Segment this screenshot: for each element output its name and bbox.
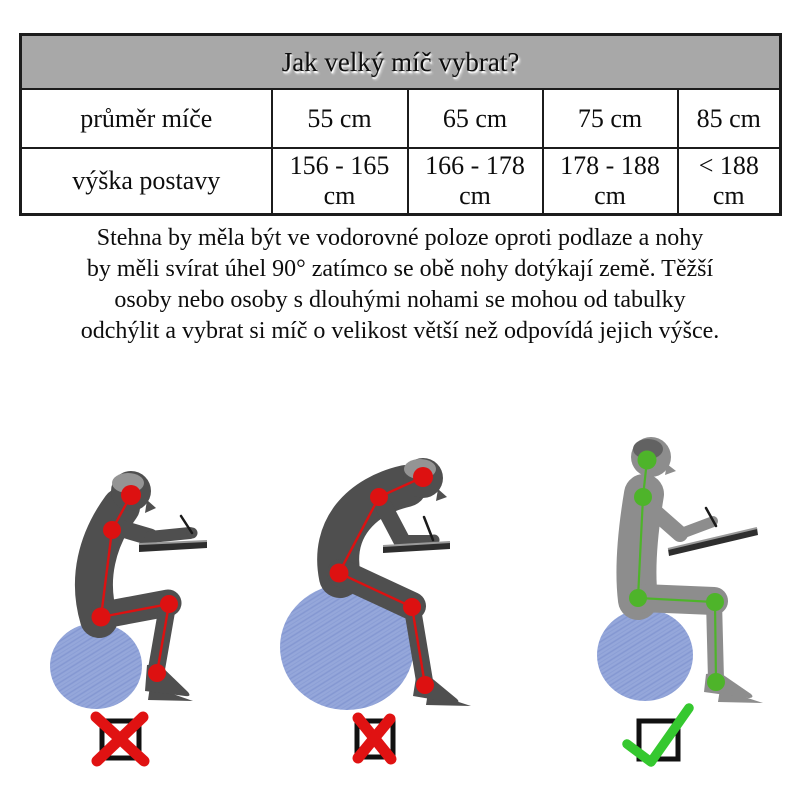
paragraph-line: osoby nebo osoby s dlouhými nohami se mo… [114,287,686,313]
posture-skeleton-bad-2 [329,467,434,694]
table-title-cell: Jak velký míč vybrat? [19,33,782,90]
clipboard-edge [667,527,758,550]
posture-skeleton-bad-1 [91,485,178,682]
clipboard [668,528,758,556]
exercise-ball-small [50,623,142,709]
joint-head [121,485,141,505]
joint-ankle [707,673,725,691]
joint-hip [91,607,111,627]
figure-ball-correct-size [597,437,763,767]
joint-shoulder [634,488,652,506]
desk-edge [138,540,208,545]
thigh [90,589,182,629]
diameter-value: 85 cm [676,88,782,149]
forearm [674,516,718,540]
height-unit: cm [459,181,491,210]
face [436,489,447,501]
forearm [144,527,196,543]
table-title: Jak velký míč vybrat? [281,46,520,77]
height-unit: cm [712,181,745,210]
paragraph-line: odchýlit a vybrat si míč o velikost větš… [80,318,720,344]
joint-knee [706,593,724,611]
check-mark-icon [622,703,694,767]
joint-knee [403,598,421,616]
joint-ankle [148,664,166,682]
exercise-ball-large [280,584,414,710]
pen-icon [179,514,194,535]
figure-ball-too-small [50,471,208,767]
posture-skeleton-good [629,450,725,691]
upper-arm [639,497,688,542]
height-value: 178 - 188 cm [541,147,679,216]
height-range: 178 - 188 [560,151,660,180]
instruction-paragraph: Stehna by měla být ve vodorovné poloze o… [0,223,800,347]
writing-desk [383,542,450,553]
joint-head [413,467,433,487]
x-mark-icon [352,712,397,765]
desk-edge [382,541,451,547]
joint-ankle [416,676,434,694]
face [665,464,676,475]
x-mark-icon [90,711,150,767]
joint-head [637,450,657,470]
paragraph-line: Stehna by měla být ve vodorovné poloze o… [96,225,704,251]
joint-shoulder [103,521,121,539]
height-value: < 188 cm [676,147,782,216]
upper-arm [373,494,411,550]
height-range: 156 - 165 [289,151,390,180]
pen-icon [422,515,435,542]
height-unit: cm [594,181,626,210]
row-label-diameter: průměr míče [19,88,273,149]
row-label-height: výška postavy [19,147,273,216]
ball-size-table: Jak velký míč vybrat? průměr míče 55 cm … [19,33,783,216]
joint-knee [160,595,178,613]
diameter-value: 55 cm [270,88,409,149]
diameter-value: 75 cm [541,88,679,149]
posture-illustrations [50,437,763,767]
table-header-row: Jak velký míč vybrat? [19,33,782,90]
table-row-height: výška postavy 156 - 165 cm 166 - 178 cm … [19,147,782,216]
figure-ball-too-large [280,458,471,765]
height-value: 156 - 165 cm [270,147,409,216]
paragraph-line: by měli svírat úhel 90° zatímco se obě n… [86,256,714,282]
height-range: 166 - 178 [425,151,525,180]
exercise-ball-correct [597,609,693,701]
pen-icon [704,506,718,528]
diameter-value: 65 cm [406,88,544,149]
table-row-diameter: průměr míče 55 cm 65 cm 75 cm 85 cm [19,88,782,149]
height-value: 166 - 178 cm [406,147,544,216]
height-unit: cm [323,181,356,210]
joint-shoulder [370,488,388,506]
joint-hip [329,563,349,583]
joint-hip [629,589,647,607]
height-range: < 188 [698,151,759,180]
face [145,500,156,513]
